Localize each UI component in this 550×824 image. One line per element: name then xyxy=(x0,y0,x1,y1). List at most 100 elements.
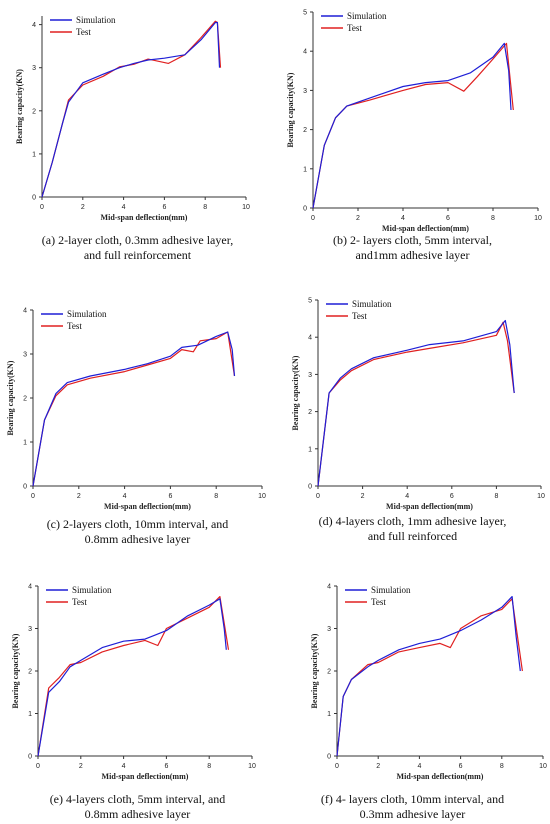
caption-d-line2: and full reinforced xyxy=(367,529,458,543)
x-axis-label: Mid-span deflection(mm) xyxy=(386,502,473,511)
series-line-test xyxy=(336,598,523,757)
chart-b: 0 2 4 6 8 10 0 1 2 3 4 5 Mid-span deflection(mm) Bear… xyxy=(286,10,542,234)
series-line-simulation xyxy=(41,21,221,198)
caption-e: (e) 4-layers cloth, 5mm interval, and 0.… xyxy=(5,792,270,822)
series-line-test xyxy=(37,596,230,757)
y-axis-label: Bearing capacity(KN) xyxy=(15,69,24,144)
series-line-simulation xyxy=(37,598,227,757)
x-tick-label: 6 xyxy=(459,763,463,770)
series-line-test xyxy=(312,42,514,209)
y-tick-label: 0 xyxy=(308,484,312,491)
legend-label-simulation: Simulation xyxy=(76,15,116,25)
caption-a-line1: (a) 2-layer cloth, 0.3mm adhesive layer, xyxy=(41,233,234,247)
x-tick-label: 10 xyxy=(258,493,266,500)
y-tick-label: 2 xyxy=(327,669,331,676)
x-tick-label: 0 xyxy=(40,204,44,211)
series-line-simulation xyxy=(312,42,512,209)
y-axis-label: Bearing capacity(KN) xyxy=(310,633,319,708)
x-tick-label: 6 xyxy=(168,493,172,500)
legend-label-simulation: Simulation xyxy=(347,11,387,21)
y-tick-label: 1 xyxy=(303,166,307,173)
caption-e-line2: 0.8mm adhesive layer xyxy=(84,807,191,821)
caption-c-line2: 0.8mm adhesive layer xyxy=(84,532,191,546)
y-tick-label: 3 xyxy=(23,352,27,359)
y-tick-label: 4 xyxy=(308,335,312,342)
y-tick-label: 4 xyxy=(23,308,27,315)
caption-f-line2: 0.3mm adhesive layer xyxy=(359,807,466,821)
chart-f: 0 2 4 6 8 10 0 1 2 3 4 Mid-span deflection(mm) Beari… xyxy=(310,584,547,782)
legend-label-test: Test xyxy=(72,597,87,607)
x-tick-label: 10 xyxy=(248,763,256,770)
x-tick-label: 2 xyxy=(81,204,85,211)
chart-panel-b: 0 2 4 6 8 10 0 1 2 3 4 5 Mid-span deflection(mm) Bear… xyxy=(275,0,550,275)
chart-c: 0 2 4 6 8 10 0 1 2 3 4 Mid-span deflection(mm) Beari… xyxy=(6,308,266,512)
x-tick-label: 2 xyxy=(79,763,83,770)
y-tick-label: 0 xyxy=(28,754,32,761)
x-tick-label: 2 xyxy=(361,493,365,500)
x-tick-label: 10 xyxy=(242,204,250,211)
x-tick-label: 6 xyxy=(446,215,450,222)
series-line-test xyxy=(32,331,236,487)
y-axis-label: Bearing capacity(KN) xyxy=(286,72,295,147)
x-tick-label: 2 xyxy=(356,215,360,222)
x-tick-label: 4 xyxy=(123,493,127,500)
chart-e: 0 2 4 6 8 10 0 1 2 3 4 Mid-span deflection(mm) Beari… xyxy=(11,584,256,782)
x-tick-label: 4 xyxy=(122,763,126,770)
y-tick-label: 0 xyxy=(32,195,36,202)
x-tick-label: 8 xyxy=(203,204,207,211)
caption-e-line1: (e) 4-layers cloth, 5mm interval, and xyxy=(49,792,226,806)
y-axis-label: Bearing capacity(KN) xyxy=(291,355,300,430)
y-tick-label: 3 xyxy=(303,88,307,95)
x-tick-label: 4 xyxy=(122,204,126,211)
x-tick-label: 8 xyxy=(494,493,498,500)
y-tick-label: 1 xyxy=(23,440,27,447)
x-axis-label: Mid-span deflection(mm) xyxy=(397,772,484,781)
chart-panel-e: 0 2 4 6 8 10 0 1 2 3 4 Mid-span deflection(mm) Beari… xyxy=(0,570,275,824)
y-axis-label: Bearing capacity(KN) xyxy=(11,633,20,708)
x-tick-label: 4 xyxy=(401,215,405,222)
x-tick-label: 6 xyxy=(162,204,166,211)
legend-label-simulation: Simulation xyxy=(371,585,411,595)
x-tick-label: 10 xyxy=(537,493,545,500)
y-tick-label: 5 xyxy=(308,298,312,305)
legend-label-test: Test xyxy=(371,597,386,607)
x-tick-label: 8 xyxy=(207,763,211,770)
y-tick-label: 2 xyxy=(308,409,312,416)
y-tick-label: 1 xyxy=(32,151,36,158)
chart-panel-a: 0 2 4 6 8 10 0 1 2 3 4 Mid-span deflection(mm) Beari… xyxy=(0,0,275,275)
x-axis-label: Mid-span deflection(mm) xyxy=(382,224,469,233)
x-tick-label: 2 xyxy=(376,763,380,770)
x-tick-label: 10 xyxy=(534,215,542,222)
y-tick-label: 0 xyxy=(327,754,331,761)
y-tick-label: 3 xyxy=(32,65,36,72)
caption-b-line2: and1mm adhesive layer xyxy=(355,248,470,262)
x-axis-label: Mid-span deflection(mm) xyxy=(102,772,189,781)
x-tick-label: 0 xyxy=(316,493,320,500)
y-tick-label: 0 xyxy=(303,206,307,213)
y-tick-label: 3 xyxy=(308,372,312,379)
series-line-test xyxy=(41,20,222,198)
y-tick-label: 2 xyxy=(32,108,36,115)
x-tick-label: 6 xyxy=(164,763,168,770)
y-axis-label: Bearing capacity(KN) xyxy=(6,360,15,435)
x-tick-label: 2 xyxy=(77,493,81,500)
x-tick-label: 6 xyxy=(450,493,454,500)
series-line-simulation xyxy=(317,319,515,487)
legend-label-simulation: Simulation xyxy=(72,585,112,595)
caption-b-line1: (b) 2- layers cloth, 5mm interval, xyxy=(333,233,492,247)
x-axis-label: Mid-span deflection(mm) xyxy=(104,502,191,511)
caption-b: (b) 2- layers cloth, 5mm interval, and1m… xyxy=(280,233,545,263)
chart-a: 0 2 4 6 8 10 0 1 2 3 4 Mid-span deflection(mm) Beari… xyxy=(15,15,250,222)
x-tick-label: 8 xyxy=(500,763,504,770)
series-line-simulation xyxy=(336,596,521,757)
y-tick-label: 1 xyxy=(28,711,32,718)
y-tick-label: 4 xyxy=(327,584,331,591)
series-line-test xyxy=(317,321,515,487)
legend-label-test: Test xyxy=(67,321,82,331)
x-tick-label: 8 xyxy=(214,493,218,500)
x-tick-label: 4 xyxy=(405,493,409,500)
y-tick-label: 3 xyxy=(327,626,331,633)
x-tick-label: 10 xyxy=(539,763,547,770)
y-tick-label: 0 xyxy=(23,484,27,491)
caption-a-line2: and full reinforcement xyxy=(83,248,192,262)
